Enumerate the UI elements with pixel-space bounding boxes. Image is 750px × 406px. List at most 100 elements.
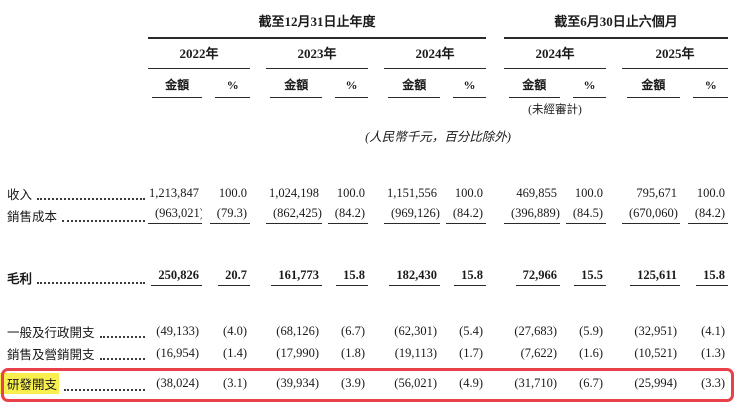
column-gap [250, 264, 266, 290]
year-header-2024-interim: 2024年 [504, 38, 607, 69]
cell-value: 100.0 [454, 185, 484, 200]
cell-value: 100.0 [696, 185, 726, 200]
column-gap [368, 264, 384, 290]
column-gap [250, 372, 266, 394]
cell-value: (68,126) [276, 323, 319, 338]
cell-value: 795,671 [636, 185, 678, 200]
dot-leader [62, 219, 145, 222]
cell-value: (84.5) [565, 206, 607, 224]
amount-header: 金額 [388, 76, 440, 98]
income-statement-table: 截至12月31日止年度 截至6月30日止六個月 2022年 2023年 2024… [0, 0, 750, 394]
cell-value: (670,060) [622, 206, 681, 224]
cell-value: (6.7) [341, 323, 365, 338]
column-gap [250, 182, 266, 204]
column-gap [606, 264, 622, 290]
year-header-2024: 2024年 [384, 38, 487, 69]
subheader-row: 金額 % 金額 % 金額 % 金額 % 金額 % [0, 68, 750, 98]
group-header-interim: 截至6月30日止六個月 [504, 0, 729, 39]
cell-value: (17,990) [276, 345, 319, 360]
cell-value: 161,773 [271, 268, 322, 286]
cell-value: 125,611 [630, 268, 681, 286]
column-gap [486, 320, 504, 342]
cell-value: (84.2) [445, 206, 487, 224]
cell-value: (3.3) [701, 375, 726, 390]
column-gap [606, 204, 622, 226]
table-row: 研發開支 (38,024) (3.1) (39,934) (3.9) (56,021) (4… [0, 372, 750, 394]
column-gap [606, 182, 622, 204]
cell-value: (1.3) [701, 345, 726, 360]
currency-note-row: (人民幣千元，百分比除外) [0, 118, 750, 152]
cell-value: 250,826 [151, 268, 202, 286]
year-header-2023: 2023年 [266, 38, 368, 69]
column-gap [486, 182, 504, 204]
cell-value: (4.0) [223, 323, 247, 338]
cell-value: 15.8 [454, 268, 487, 286]
column-gap [486, 264, 504, 290]
cell-value: 182,430 [389, 268, 440, 286]
column-gap [368, 320, 384, 342]
dot-leader [99, 357, 145, 360]
amount-header: 金額 [270, 76, 322, 98]
column-gap [606, 320, 622, 342]
cell-value: (1.6) [579, 345, 604, 360]
cell-value: 1,024,198 [269, 185, 319, 200]
cell-value: (49,133) [156, 323, 199, 338]
dot-leader [99, 335, 145, 338]
cell-value: 100.0 [218, 185, 247, 200]
cell-value: 469,855 [516, 185, 558, 200]
column-gap [368, 342, 384, 364]
cell-value: (3.9) [341, 375, 365, 390]
cell-value: (1.4) [223, 345, 247, 360]
row-label: 一般及行政開支 [7, 325, 95, 340]
cell-value: (969,126) [384, 206, 440, 224]
unaudited-row: (未經審計) [0, 98, 750, 118]
cell-value: (79.3) [209, 206, 250, 224]
cell-value: (963,021) [148, 206, 202, 224]
percent-header: % [215, 78, 250, 98]
cell-value: 72,966 [515, 268, 561, 286]
cell-value: (4.9) [459, 375, 484, 390]
cell-value: (84.2) [327, 206, 368, 224]
row-label: 毛利 [7, 271, 33, 286]
column-gap [368, 372, 384, 394]
row-label: 銷售成本 [7, 209, 58, 224]
cell-value: 15.8 [336, 268, 368, 286]
cell-value: (31,710) [514, 375, 558, 390]
cell-value: (56,021) [394, 375, 437, 390]
cell-value: (84.2) [687, 206, 729, 224]
column-gap [606, 372, 622, 394]
cell-value: (7,622) [520, 345, 558, 360]
amount-header: 金額 [152, 76, 202, 98]
dot-leader [64, 388, 145, 391]
cell-value: (1.7) [459, 345, 484, 360]
table-row: 銷售成本 (963,021) (79.3) (862,425) (84.2) (969,1… [0, 204, 750, 226]
column-gap [250, 320, 266, 342]
cell-value: (39,934) [276, 375, 319, 390]
dot-leader [37, 281, 145, 284]
column-gap [606, 342, 622, 364]
cell-value: (5.4) [459, 323, 484, 338]
column-gap [368, 204, 384, 226]
cell-value: (19,113) [394, 345, 437, 360]
cell-value: (62,301) [394, 323, 437, 338]
cell-value: (25,994) [634, 375, 678, 390]
cell-value: (3.1) [223, 375, 247, 390]
cell-value: 100.0 [574, 185, 604, 200]
cell-value: (10,521) [634, 345, 678, 360]
group-header-annual: 截至12月31日止年度 [148, 0, 487, 39]
column-gap [368, 182, 384, 204]
cell-value: 1,213,847 [149, 185, 199, 200]
row-label: 收入 [7, 187, 33, 202]
year-header-2025-interim: 2025年 [622, 38, 729, 69]
percent-header: % [452, 78, 487, 98]
cell-value: (862,425) [266, 206, 322, 224]
cell-value: (6.7) [579, 375, 604, 390]
column-gap [486, 204, 504, 226]
cell-value: 15.8 [696, 268, 729, 286]
table-row: 一般及行政開支 (49,133) (4.0) (68,126) (6.7) (62,301… [0, 320, 750, 342]
spacer-row [0, 152, 750, 182]
spacer-row [0, 290, 750, 320]
table-row: 銷售及營銷開支 (16,954) (1.4) (17,990) (1.8) (19,113… [0, 342, 750, 364]
cell-value: (5.9) [579, 323, 604, 338]
column-gap [250, 342, 266, 364]
